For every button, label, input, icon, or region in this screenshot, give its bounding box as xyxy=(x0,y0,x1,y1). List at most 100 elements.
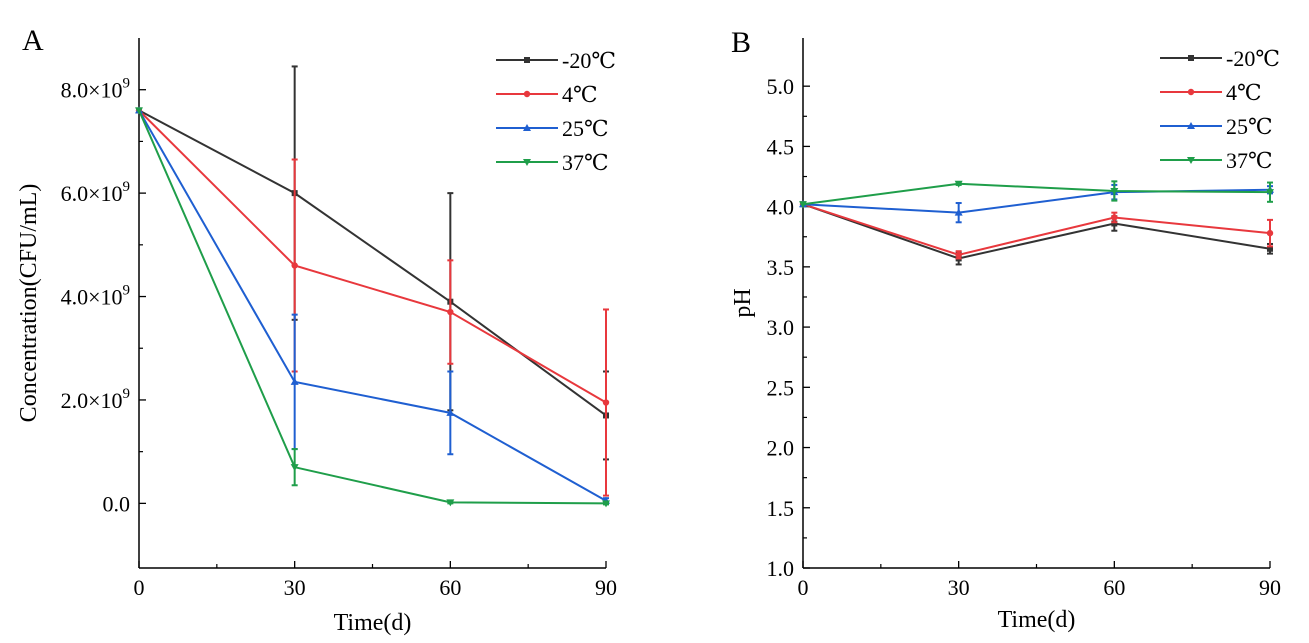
series-line xyxy=(802,182,1271,206)
panel-a-concentration-chart: A0 30 60 900.02.0×1094.0×1096.0×1098.0×109T… xyxy=(16,24,617,636)
legend-item: 37℃ xyxy=(496,150,609,175)
y-tick-label: 3.5 xyxy=(767,255,795,280)
y-tick-exponent: 9 xyxy=(123,283,131,299)
series-4 xyxy=(135,107,610,508)
data-point xyxy=(290,377,299,385)
legend-marker xyxy=(1187,88,1195,96)
data-point xyxy=(1111,214,1118,221)
data-point xyxy=(1266,229,1274,237)
data-point xyxy=(799,201,807,209)
y-tick-mantissa: 4.0×10 xyxy=(61,285,123,310)
y-tick-label: 4.0×109 xyxy=(61,283,130,310)
x-tick-label: 60 xyxy=(1103,575,1125,600)
legend-marker xyxy=(524,57,530,63)
series-line xyxy=(138,109,607,502)
panel-label: B xyxy=(731,26,751,59)
x-tick-label: 90 xyxy=(1259,575,1281,600)
x-tick-label: 30 xyxy=(948,575,970,600)
series-line xyxy=(138,109,607,417)
legend-item: 37℃ xyxy=(1160,148,1273,173)
series-line xyxy=(802,203,1271,256)
y-tick-label: 1.0 xyxy=(767,556,795,581)
y-tick-label: 0.0 xyxy=(103,491,131,516)
y-tick-exponent: 9 xyxy=(123,179,131,195)
legend-marker xyxy=(523,124,531,131)
legend-label: 25℃ xyxy=(562,116,609,141)
y-tick-exponent: 9 xyxy=(123,76,131,92)
legend-label: 37℃ xyxy=(562,150,609,175)
legend-label: -20℃ xyxy=(562,48,616,73)
x-tick-label: 0 xyxy=(134,575,145,600)
series-4 xyxy=(799,180,1274,209)
data-point xyxy=(954,208,963,216)
data-point xyxy=(291,262,298,269)
y-tick-mantissa: 2.0×10 xyxy=(61,388,123,413)
panel-label: A xyxy=(22,24,44,57)
legend-item: 25℃ xyxy=(496,116,609,141)
legend: -20℃ 4℃ 25℃ 37℃ xyxy=(1160,46,1280,173)
legend: -20℃ 4℃ 25℃ 37℃ xyxy=(496,48,616,175)
data-point xyxy=(1266,189,1274,197)
y-tick-mantissa: 6.0×10 xyxy=(61,181,123,206)
series-2 xyxy=(135,107,610,497)
y-tick-label: 4.0 xyxy=(767,195,795,220)
x-axis-title: Time(d) xyxy=(334,610,412,636)
legend-label: 4℃ xyxy=(1226,80,1262,105)
data-point xyxy=(1111,220,1118,227)
data-point xyxy=(135,107,143,115)
legend-item: 4℃ xyxy=(496,82,598,107)
series-3 xyxy=(135,106,610,505)
x-tick-label: 90 xyxy=(595,575,617,600)
x-tick-label: 30 xyxy=(284,575,306,600)
legend-marker xyxy=(523,90,531,98)
legend-marker xyxy=(1187,157,1195,164)
series-line xyxy=(802,188,1271,214)
series-line xyxy=(802,203,1271,260)
y-axis-title: pH xyxy=(730,288,756,317)
y-tick-label: 2.5 xyxy=(767,375,795,400)
series-3 xyxy=(799,183,1274,224)
data-point xyxy=(955,251,962,259)
series-1 xyxy=(800,201,1273,266)
y-tick-label: 3.0 xyxy=(767,315,795,340)
data-point xyxy=(602,500,610,508)
y-tick-mantissa: 8.0×10 xyxy=(61,78,123,103)
y-tick-exponent: 9 xyxy=(123,386,131,402)
y-tick-label: 2.0 xyxy=(767,436,795,461)
data-point xyxy=(290,464,299,472)
y-tick-label: 1.5 xyxy=(767,496,795,521)
y-tick-label: 6.0×109 xyxy=(61,179,130,206)
y-tick-label: 8.0×109 xyxy=(61,76,130,103)
series-line xyxy=(138,109,607,404)
y-tick-label: 5.0 xyxy=(767,74,795,99)
y-tick-mantissa: 0.0 xyxy=(103,491,131,516)
y-tick-label: 4.5 xyxy=(767,134,795,159)
series-2 xyxy=(799,201,1274,260)
legend-item: -20℃ xyxy=(1160,46,1280,71)
legend-marker xyxy=(1188,55,1194,61)
y-tick-label: 2.0×109 xyxy=(61,386,130,413)
legend-item: 25℃ xyxy=(1160,114,1273,139)
x-axis-title: Time(d) xyxy=(998,607,1076,633)
legend-item: -20℃ xyxy=(496,48,616,73)
legend-item: 4℃ xyxy=(1160,80,1262,105)
series-1 xyxy=(136,65,609,461)
data-point xyxy=(447,308,454,316)
legend-label: -20℃ xyxy=(1226,46,1280,71)
panel-b-ph-chart: B 0 30 60 90 1.0 1.5 2.0 2.5 3.0 3.5 4.0 4.5 5.0 Time(… xyxy=(730,26,1281,633)
legend-label: 4℃ xyxy=(562,82,598,107)
y-axis-title: Concentration(CFU/mL) xyxy=(16,184,42,423)
x-tick-label: 0 xyxy=(798,575,809,600)
data-point xyxy=(1267,245,1273,252)
x-tick-label: 60 xyxy=(439,575,461,600)
data-point xyxy=(954,180,963,188)
series-line xyxy=(138,109,607,505)
legend-label: 25℃ xyxy=(1226,114,1273,139)
data-point xyxy=(446,408,455,416)
data-point xyxy=(1110,187,1119,195)
legend-label: 37℃ xyxy=(1226,148,1273,173)
data-point xyxy=(446,499,455,507)
legend-marker xyxy=(523,159,531,166)
legend-marker xyxy=(1187,122,1195,129)
